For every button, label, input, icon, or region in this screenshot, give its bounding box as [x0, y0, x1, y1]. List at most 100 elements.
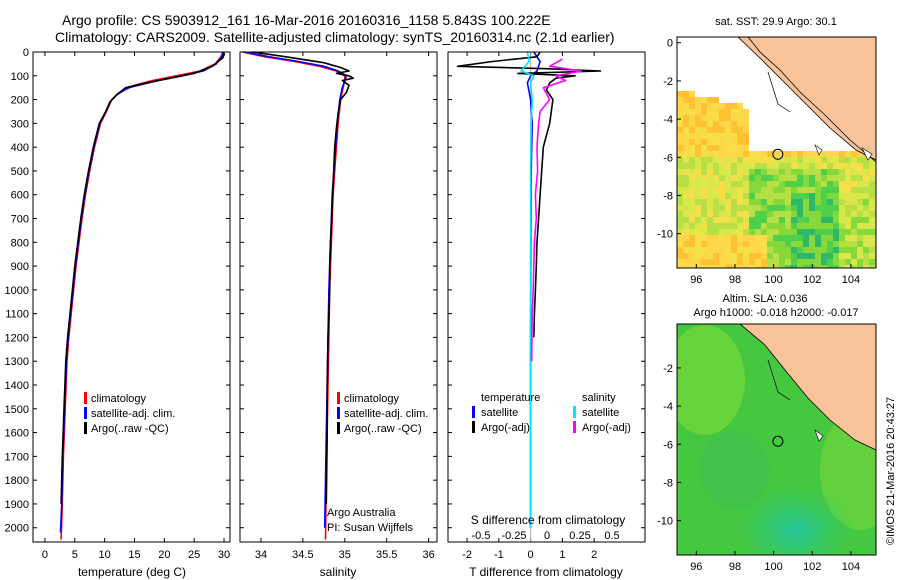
map-x-tick-label: 96: [690, 274, 702, 286]
sst-cell: [809, 151, 815, 157]
sst-cell: [725, 121, 731, 127]
sst-cell: [701, 175, 707, 181]
sst-cell: [677, 265, 683, 268]
sst-cell: [761, 181, 767, 187]
sst-cell: [791, 217, 797, 223]
sst-cell: [695, 181, 701, 187]
sst-map-title: sat. SST: 29.9 Argo: 30.1: [715, 16, 837, 28]
y-tick-label: 1400: [5, 380, 29, 392]
sst-cell: [689, 97, 695, 103]
sst-cell: [749, 217, 755, 223]
map-y-tick-label: -6: [663, 439, 673, 451]
salinity-panel: 34 34.5 35 35.5 36 salinity climatology sate…: [239, 51, 438, 579]
sst-cell: [863, 253, 869, 259]
sst-cell: [737, 211, 743, 217]
sst-cell: [743, 157, 749, 163]
sst-cell: [743, 127, 749, 133]
sst-cell: [779, 259, 785, 265]
sst-cell: [809, 181, 815, 187]
sst-cell: [713, 253, 719, 259]
sst-cell: [677, 247, 683, 253]
temperature-panel: 0 5 10 15 20 25 300100200300400500600700800900…: [5, 47, 231, 579]
sst-cell: [761, 259, 767, 265]
sst-cell: [755, 241, 761, 247]
sst-cell: [815, 247, 821, 253]
sst-cell: [683, 121, 689, 127]
sst-cell: [815, 157, 821, 163]
sst-cell: [683, 175, 689, 181]
sst-cell: [731, 181, 737, 187]
sst-cell: [863, 217, 869, 223]
sst-cell: [707, 259, 713, 265]
sst-cell: [779, 187, 785, 193]
s-difference-tick-labels: -0.5 -0.25 0 0.25 0.5: [472, 530, 620, 542]
sst-cell: [815, 169, 821, 175]
sst-cell: [695, 115, 701, 121]
sst-cell: [863, 193, 869, 199]
sst-cell: [797, 217, 803, 223]
sst-cell: [749, 265, 755, 268]
sst-cell: [833, 199, 839, 205]
legend-label-argo: Argo(..raw -QC): [344, 423, 422, 435]
sst-cell: [857, 163, 863, 169]
sst-cell: [797, 235, 803, 241]
series-line-satellite-adj-clim-: [244, 51, 348, 528]
sst-cell: [743, 259, 749, 265]
sst-cell: [749, 163, 755, 169]
sst-cell: [761, 193, 767, 199]
y-tick-label: 2000: [5, 523, 29, 535]
sst-cell: [803, 211, 809, 217]
sst-cell: [791, 205, 797, 211]
sst-cell: [863, 163, 869, 169]
sst-cell: [809, 241, 815, 247]
map-y-tick-label: -8: [663, 190, 673, 202]
sst-cell: [731, 157, 737, 163]
sst-cell: [731, 145, 737, 151]
sst-cell: [767, 253, 773, 259]
sst-cell: [767, 235, 773, 241]
sst-cell: [719, 157, 725, 163]
sst-cell: [785, 253, 791, 259]
sst-cell: [701, 265, 707, 268]
legend-swatch-argo: [84, 422, 87, 434]
sst-cell: [731, 187, 737, 193]
sst-cell: [689, 91, 695, 97]
sst-cell: [797, 247, 803, 253]
salinity-axis-ticks: 34 34.5 35 35.5 36: [240, 51, 437, 561]
sst-cell: [785, 211, 791, 217]
sst-cell: [773, 157, 779, 163]
sst-cell: [815, 259, 821, 265]
sst-cell: [803, 163, 809, 169]
sst-cell: [725, 103, 731, 109]
sst-cell: [695, 235, 701, 241]
y-tick-label: 100: [11, 71, 29, 83]
sst-cell: [761, 211, 767, 217]
sst-cell: [791, 253, 797, 259]
sst-cell: [791, 235, 797, 241]
sst-cell: [839, 199, 845, 205]
sst-cell: [827, 169, 833, 175]
sst-cell: [689, 127, 695, 133]
sst-cell: [761, 163, 767, 169]
sst-cell: [707, 127, 713, 133]
sst-cell: [731, 229, 737, 235]
sst-cell: [833, 223, 839, 229]
sst-cell: [677, 127, 683, 133]
sst-cell: [701, 187, 707, 193]
sst-cell: [701, 205, 707, 211]
sst-cell: [695, 187, 701, 193]
legend-header-temperature: temperature: [481, 392, 540, 404]
sst-cell: [827, 229, 833, 235]
sst-cell: [815, 199, 821, 205]
y-tick-label: 1100: [5, 309, 29, 321]
sst-cell: [773, 235, 779, 241]
sst-cell: [755, 217, 761, 223]
sst-cell: [683, 187, 689, 193]
sst-cell: [725, 247, 731, 253]
sst-cell: [869, 259, 875, 265]
sst-cell: [725, 217, 731, 223]
sst-cell: [767, 211, 773, 217]
sst-cell: [707, 121, 713, 127]
sst-cell: [743, 253, 749, 259]
sst-cell: [689, 229, 695, 235]
